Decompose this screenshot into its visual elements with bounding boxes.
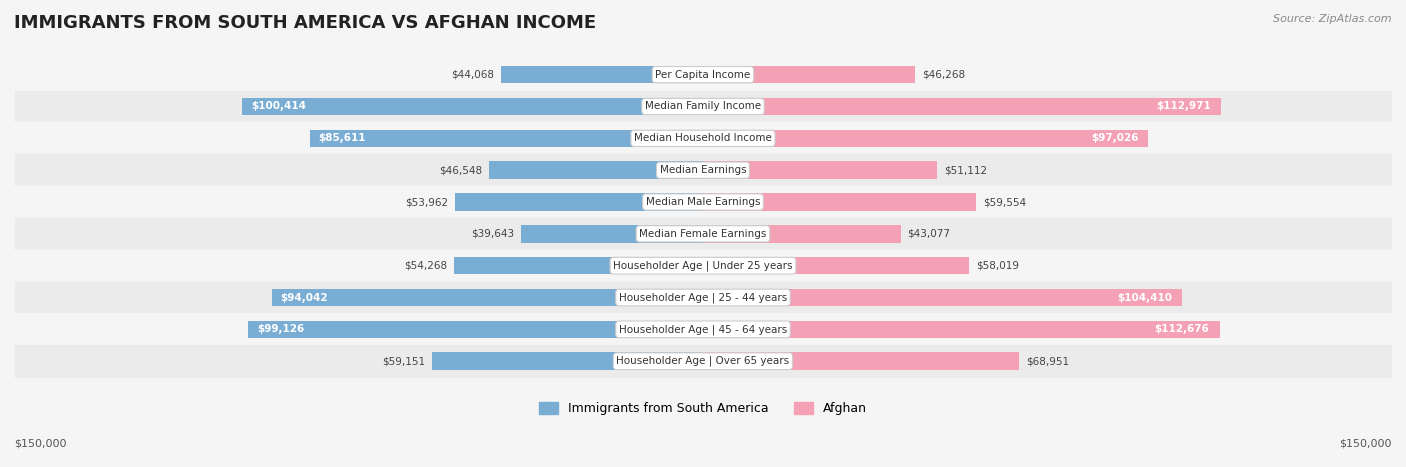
Text: $59,151: $59,151: [381, 356, 425, 366]
Bar: [703, 193, 976, 211]
Bar: [432, 353, 703, 370]
Text: $46,268: $46,268: [922, 70, 966, 80]
Bar: [489, 162, 703, 179]
Bar: [15, 186, 1391, 218]
Text: $112,971: $112,971: [1156, 101, 1211, 112]
Text: $46,548: $46,548: [440, 165, 482, 175]
Bar: [703, 129, 1149, 147]
Bar: [454, 257, 703, 275]
Bar: [703, 98, 1222, 115]
Text: IMMIGRANTS FROM SOUTH AMERICA VS AFGHAN INCOME: IMMIGRANTS FROM SOUTH AMERICA VS AFGHAN …: [14, 14, 596, 32]
Text: $39,643: $39,643: [471, 229, 515, 239]
Bar: [703, 353, 1019, 370]
Text: $51,112: $51,112: [945, 165, 987, 175]
Text: $58,019: $58,019: [976, 261, 1019, 271]
Text: $112,676: $112,676: [1154, 325, 1209, 334]
Bar: [703, 321, 1220, 338]
Text: $44,068: $44,068: [451, 70, 494, 80]
Bar: [15, 345, 1391, 377]
Text: $43,077: $43,077: [907, 229, 950, 239]
Text: Householder Age | Over 65 years: Householder Age | Over 65 years: [616, 356, 790, 367]
Text: $97,026: $97,026: [1091, 133, 1139, 143]
Bar: [703, 289, 1182, 306]
Bar: [15, 250, 1391, 282]
Text: $100,414: $100,414: [252, 101, 307, 112]
Text: Median Household Income: Median Household Income: [634, 133, 772, 143]
Bar: [271, 289, 703, 306]
Text: Householder Age | 45 - 64 years: Householder Age | 45 - 64 years: [619, 324, 787, 335]
Bar: [15, 154, 1391, 186]
Bar: [456, 193, 703, 211]
Text: Median Family Income: Median Family Income: [645, 101, 761, 112]
Bar: [703, 225, 901, 242]
Text: $85,611: $85,611: [318, 133, 366, 143]
Bar: [15, 59, 1391, 91]
Text: $104,410: $104,410: [1118, 292, 1173, 303]
Text: $99,126: $99,126: [257, 325, 305, 334]
Bar: [15, 218, 1391, 250]
Text: Householder Age | Under 25 years: Householder Age | Under 25 years: [613, 261, 793, 271]
Text: $150,000: $150,000: [14, 439, 66, 448]
Bar: [703, 162, 938, 179]
Bar: [15, 313, 1391, 345]
Bar: [15, 122, 1391, 154]
Bar: [249, 321, 703, 338]
Bar: [522, 225, 703, 242]
Text: Median Earnings: Median Earnings: [659, 165, 747, 175]
Bar: [15, 282, 1391, 313]
Text: $54,268: $54,268: [404, 261, 447, 271]
Text: $94,042: $94,042: [280, 292, 328, 303]
Bar: [501, 66, 703, 84]
Bar: [242, 98, 703, 115]
Bar: [311, 129, 703, 147]
Text: Source: ZipAtlas.com: Source: ZipAtlas.com: [1274, 14, 1392, 24]
Text: $150,000: $150,000: [1340, 439, 1392, 448]
Bar: [703, 66, 915, 84]
Bar: [15, 91, 1391, 122]
Text: $68,951: $68,951: [1026, 356, 1069, 366]
Text: Per Capita Income: Per Capita Income: [655, 70, 751, 80]
Text: $53,962: $53,962: [405, 197, 449, 207]
Bar: [703, 257, 969, 275]
Legend: Immigrants from South America, Afghan: Immigrants from South America, Afghan: [534, 397, 872, 420]
Text: $59,554: $59,554: [983, 197, 1026, 207]
Text: Median Female Earnings: Median Female Earnings: [640, 229, 766, 239]
Text: Median Male Earnings: Median Male Earnings: [645, 197, 761, 207]
Text: Householder Age | 25 - 44 years: Householder Age | 25 - 44 years: [619, 292, 787, 303]
